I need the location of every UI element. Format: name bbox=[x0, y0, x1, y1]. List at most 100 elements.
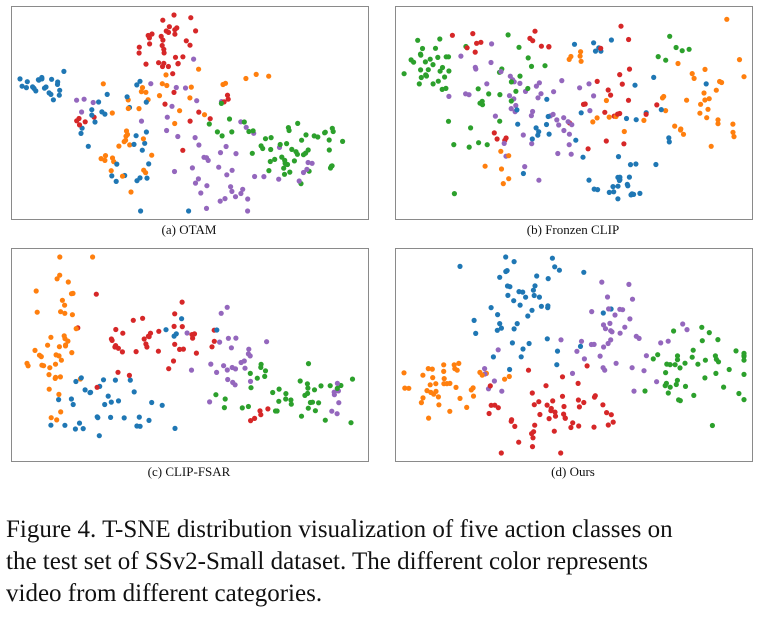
scatter-point-orange bbox=[691, 75, 697, 81]
scatter-point-red bbox=[143, 61, 149, 67]
scatter-point-blue bbox=[473, 330, 479, 336]
scatter-point-blue bbox=[48, 422, 54, 428]
scatter-point-purple bbox=[631, 388, 637, 394]
scatter-point-purple bbox=[261, 174, 267, 180]
scatter-point-green bbox=[709, 422, 715, 429]
scatter-point-green bbox=[297, 378, 303, 384]
scatter-point-red bbox=[136, 44, 142, 50]
scatter-point-green bbox=[682, 360, 688, 366]
scatter-point-orange bbox=[143, 89, 149, 95]
scatter-point-orange bbox=[127, 142, 133, 148]
scatter-point-red bbox=[552, 413, 559, 419]
scatter-point-green bbox=[741, 357, 747, 363]
scatter-point-red bbox=[140, 315, 146, 321]
scatter-point-purple bbox=[484, 81, 490, 87]
scatter-point-orange bbox=[705, 106, 711, 112]
scatter-point-purple bbox=[569, 370, 576, 376]
caption-line: Figure 4. T-SNE distribution visualizati… bbox=[6, 516, 673, 543]
scatter-point-purple bbox=[528, 113, 534, 119]
scatter-point-orange bbox=[482, 163, 488, 169]
scatter-point-blue bbox=[50, 97, 57, 103]
scatter-point-red bbox=[530, 38, 536, 44]
scatter-point-orange bbox=[424, 388, 430, 394]
scatter-point-red bbox=[147, 41, 153, 47]
scatter-point-green bbox=[418, 67, 424, 73]
scatter-point-blue bbox=[523, 294, 529, 300]
scatter-point-green bbox=[327, 165, 334, 171]
scatter-point-orange bbox=[187, 95, 193, 101]
scatter-point-blue bbox=[73, 378, 79, 385]
scatter-point-blue bbox=[514, 321, 520, 327]
scatter-point-orange bbox=[128, 189, 134, 195]
scatter-point-blue bbox=[511, 326, 517, 332]
scatter-point-purple bbox=[533, 83, 539, 89]
scatter-point-blue bbox=[131, 141, 137, 147]
scatter-point-blue bbox=[104, 91, 110, 97]
scatter-point-purple bbox=[446, 93, 452, 99]
scatter-point-orange bbox=[697, 110, 703, 116]
scatter-point-purple bbox=[192, 135, 198, 141]
scatter-point-red bbox=[225, 96, 231, 102]
scatter-point-purple bbox=[225, 376, 231, 383]
scatter-point-purple bbox=[536, 80, 542, 86]
scatter-point-green bbox=[706, 330, 712, 336]
scatter-point-green bbox=[505, 32, 511, 38]
scatter-point-blue bbox=[600, 310, 606, 316]
scatter-point-green bbox=[262, 136, 269, 142]
scatter-point-purple bbox=[245, 196, 251, 202]
scatter-point-purple bbox=[530, 108, 536, 115]
scatter-point-green bbox=[318, 383, 324, 389]
scatter-point-red bbox=[160, 17, 166, 23]
scatter-point-orange bbox=[402, 385, 408, 391]
scatter-point-red bbox=[94, 384, 100, 390]
scatter-point-purple bbox=[329, 408, 335, 414]
scatter-point-green bbox=[329, 125, 335, 131]
scatter-point-orange bbox=[741, 74, 747, 80]
scatter-point-purple bbox=[559, 78, 565, 84]
scatter-point-red bbox=[161, 46, 167, 52]
scatter-point-purple bbox=[241, 358, 247, 364]
scatter-point-green bbox=[418, 52, 424, 58]
scatter-point-green bbox=[427, 56, 433, 62]
scatter-point-red bbox=[594, 78, 600, 84]
scatter-point-red bbox=[538, 43, 544, 49]
scatter-point-green bbox=[695, 361, 701, 367]
scatter-point-green bbox=[663, 370, 669, 376]
scatter-point-blue bbox=[633, 161, 639, 167]
scatter-point-purple bbox=[684, 327, 690, 333]
scatter-point-purple bbox=[472, 64, 478, 70]
scatter-point-purple bbox=[228, 184, 234, 190]
scatter-point-red bbox=[536, 399, 542, 405]
scatter-point-blue bbox=[631, 191, 637, 197]
figure-caption: Figure 4. T-SNE distribution visualizati… bbox=[6, 514, 754, 610]
scatter-point-purple bbox=[609, 329, 615, 335]
scatter-point-green bbox=[542, 63, 548, 69]
scatter-point-green bbox=[476, 140, 482, 146]
scatter-point-red bbox=[525, 367, 532, 373]
scatter-point-orange bbox=[73, 326, 79, 332]
scatter-point-green bbox=[508, 98, 514, 104]
scatter-point-orange bbox=[464, 404, 470, 410]
scatter-point-orange bbox=[52, 361, 59, 367]
scatter-point-purple bbox=[208, 361, 214, 367]
scatter-point-green bbox=[699, 338, 705, 344]
scatter-point-orange bbox=[677, 127, 684, 133]
scatter-point-red bbox=[171, 323, 177, 329]
scatter-point-purple bbox=[551, 89, 557, 95]
scatter-point-blue bbox=[627, 162, 634, 168]
scatter-point-red bbox=[604, 410, 610, 416]
scatter-point-purple bbox=[536, 177, 542, 183]
scatter-point-orange bbox=[243, 75, 249, 82]
scatter-point-blue bbox=[632, 82, 638, 88]
scatter-point-green bbox=[288, 397, 294, 403]
scatter-point-orange bbox=[53, 352, 59, 358]
scatter-point-orange bbox=[578, 58, 584, 64]
scatter-point-red bbox=[172, 31, 178, 37]
scatter-point-purple bbox=[252, 173, 258, 180]
scatter-point-red bbox=[486, 410, 492, 417]
scatter-point-blue bbox=[124, 94, 130, 100]
scatter-point-green bbox=[721, 384, 727, 390]
scatter-point-red bbox=[559, 393, 566, 399]
scatter-point-green bbox=[435, 78, 441, 84]
scatter-point-purple bbox=[508, 106, 514, 112]
